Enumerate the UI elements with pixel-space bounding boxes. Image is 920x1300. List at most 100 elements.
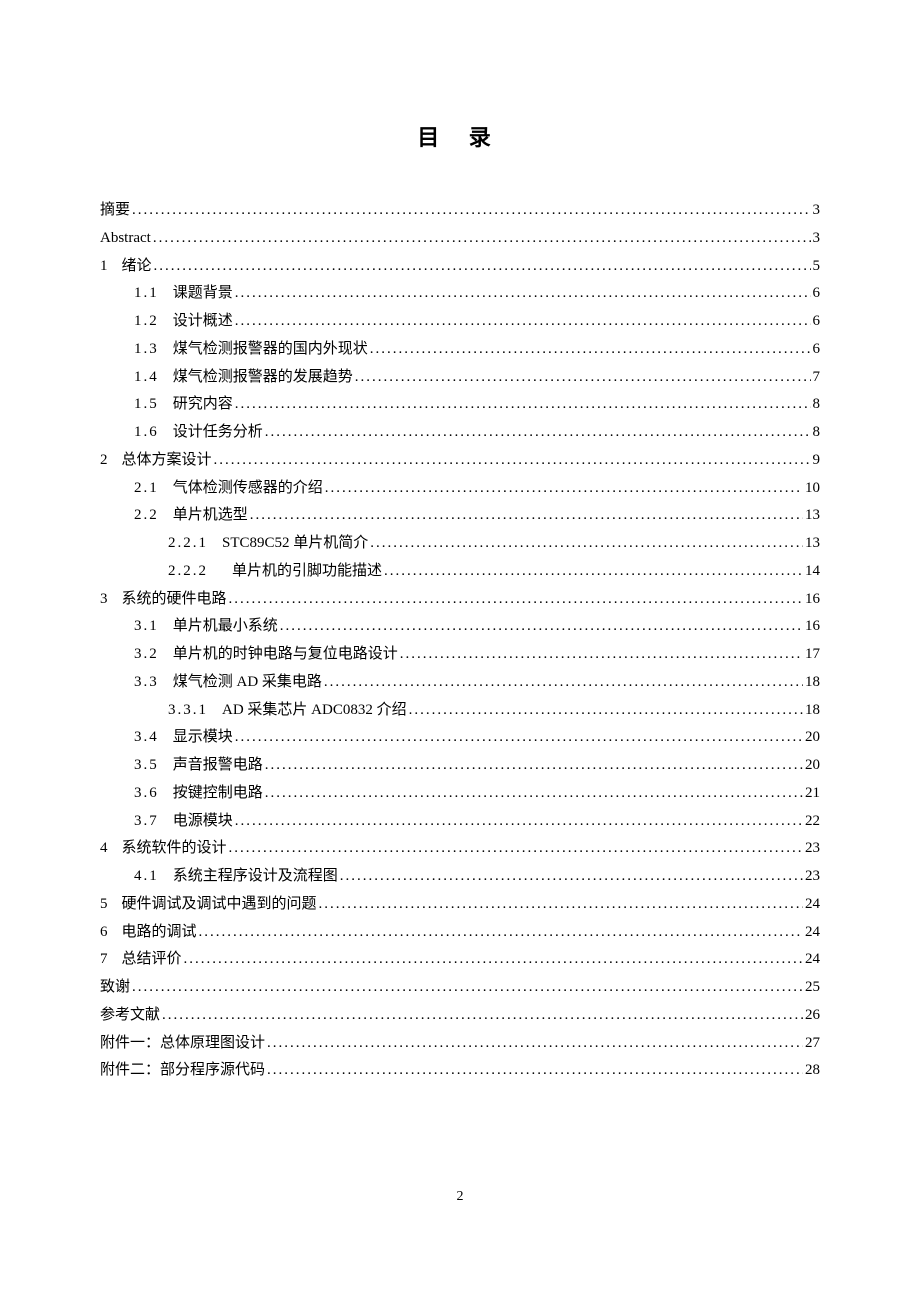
toc-entry-text: 电源模块 [173,813,233,829]
toc-entry-text: 系统软件的设计 [122,840,227,856]
toc-entry-page: 3 [813,197,821,225]
toc-leader-dots [153,225,811,253]
toc-entry-label: 1.2 设计概述 [134,308,233,336]
toc-entry-page: 6 [813,308,821,336]
toc-leader-dots [355,364,811,392]
toc-entry-text: 设计概述 [173,313,233,329]
toc-entry-page: 16 [805,586,820,614]
toc-leader-dots [267,1030,803,1058]
toc-entry-label: 2.1 气体检测传感器的介绍 [134,475,323,503]
toc-entry-text: Abstract [100,230,151,246]
toc-entry: 6 电路的调试 24 [100,919,820,947]
toc-entry-page: 24 [805,946,820,974]
toc-entry-page: 17 [805,641,820,669]
toc-leader-dots [265,780,803,808]
toc-leader-dots [400,641,803,669]
toc-entry-label: 1.1课题背景 [134,280,233,308]
toc-entry-page: 24 [805,919,820,947]
toc-entry-text: 声音报警电路 [173,757,263,773]
toc-entry-text: 气体检测传感器的介绍 [173,480,323,496]
toc-entry-number: 6 [100,924,108,940]
toc-leader-dots [250,502,803,530]
toc-entry-text: 单片机的引脚功能描述 [232,563,382,579]
toc-entry-label: 致谢 [100,974,130,1002]
toc-entry-number: 1 [100,258,108,274]
toc-leader-dots [235,391,811,419]
toc-entry-label: 2.2.2单片机的引脚功能描述 [168,558,382,586]
toc-entry-text: 显示模块 [173,729,233,745]
toc-entry-label: 3.6 按键控制电路 [134,780,263,808]
toc-entry-page: 18 [805,669,820,697]
toc-entry-text: 煤气检测报警器的发展趋势 [173,369,353,385]
toc-entry-text: AD 采集芯片 ADC0832 介绍 [222,702,407,718]
toc-entry: 5硬件调试及调试中遇到的问题 24 [100,891,820,919]
toc-leader-dots [235,308,811,336]
toc-entry: 2.2.1STC89C52 单片机简介 13 [100,530,820,558]
toc-entry-label: 3.5声音报警电路 [134,752,263,780]
toc-entry: 7总结评价 24 [100,946,820,974]
toc-entry-label: 摘要 [100,197,130,225]
toc-entry-label: 1绪论 [100,253,152,281]
toc-entry-text: 电路的调试 [122,924,197,940]
toc-entry-number: 3.7 [134,813,159,829]
toc-entry-text: 单片机选型 [173,507,248,523]
toc-leader-dots [265,752,803,780]
toc-leader-dots [280,613,803,641]
toc-entry-number: 2.2.1 [168,535,208,551]
toc-entry: 附件一：总体原理图设计 27 [100,1030,820,1058]
toc-entry: 2.2.2单片机的引脚功能描述 14 [100,558,820,586]
toc-leader-dots [267,1057,803,1085]
toc-entry-text: STC89C52 单片机简介 [222,535,368,551]
toc-entry-label: 参考文献 [100,1002,160,1030]
toc-entry-page: 23 [805,863,820,891]
toc-entry-page: 16 [805,613,820,641]
toc-entry-number: 3.6 [134,785,159,801]
toc-entry-text: 硬件调试及调试中遇到的问题 [122,896,317,912]
toc-entry: 参考文献 26 [100,1002,820,1030]
toc-entry: 4系统软件的设计 23 [100,835,820,863]
toc-entry-page: 22 [805,808,820,836]
toc-leader-dots [229,586,803,614]
toc-entry-page: 14 [805,558,820,586]
toc-entry-page: 20 [805,724,820,752]
toc-leader-dots [325,475,803,503]
toc-entry-number: 1.2 [134,313,159,329]
toc-entry-number: 1.4 [134,369,159,385]
toc-entry-number: 1.6 [134,424,159,440]
toc-entry: 3.3煤气检测 AD 采集电路 18 [100,669,820,697]
toc-entry-page: 20 [805,752,820,780]
toc-entry-label: 1.6 设计任务分析 [134,419,263,447]
toc-entry-label: 4系统软件的设计 [100,835,227,863]
toc-entry: 1.5研究内容 8 [100,391,820,419]
toc-entry: 1.4煤气检测报警器的发展趋势 7 [100,364,820,392]
toc-entry-label: 3.1单片机最小系统 [134,613,278,641]
toc-entry: 摘要 3 [100,197,820,225]
toc-entry-page: 13 [805,502,820,530]
toc-entry: 2.1 气体检测传感器的介绍 10 [100,475,820,503]
toc-entry-text: 系统主程序设计及流程图 [173,868,338,884]
toc-entry-page: 24 [805,891,820,919]
toc-entry: 3.2单片机的时钟电路与复位电路设计 17 [100,641,820,669]
toc-leader-dots [340,863,803,891]
toc-entry-text: 设计任务分析 [173,424,263,440]
toc-entry: 2总体方案设计 9 [100,447,820,475]
toc-entry: 3.5声音报警电路 20 [100,752,820,780]
toc-entry: 3.1单片机最小系统 16 [100,613,820,641]
toc-entry: 3.4 显示模块 20 [100,724,820,752]
toc-entry-text: 煤气检测报警器的国内外现状 [173,341,368,357]
toc-entry-text: 按键控制电路 [173,785,263,801]
toc-entry-text: 课题背景 [173,285,233,301]
toc-entry-page: 21 [805,780,820,808]
toc-body: 摘要 3Abstract 31绪论 51.1课题背景 61.2设计概述 61.3… [100,197,820,1085]
toc-entry: 2.2 单片机选型 13 [100,502,820,530]
toc-entry-page: 10 [805,475,820,503]
toc-entry: 3.3.1AD 采集芯片 ADC0832 介绍 18 [100,697,820,725]
toc-entry: 4.1系统主程序设计及流程图 23 [100,863,820,891]
toc-entry-number: 3.4 [134,729,159,745]
toc-entry: 附件二：部分程序源代码 28 [100,1057,820,1085]
toc-entry-number: 2.2 [134,507,159,523]
toc-entry: 3系统的硬件电路 16 [100,586,820,614]
toc-entry: 致谢 25 [100,974,820,1002]
toc-leader-dots [370,530,803,558]
toc-entry-number: 2.1 [134,480,159,496]
